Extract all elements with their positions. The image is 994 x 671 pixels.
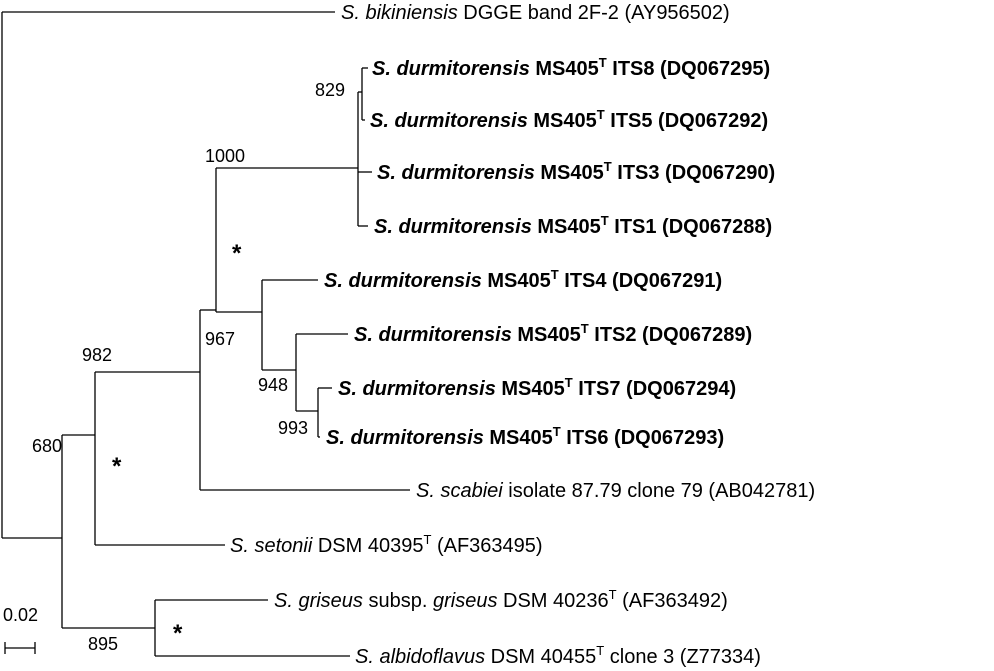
bootstrap-1000: 1000 (205, 146, 245, 166)
taxon-label-its3: S. durmitorensis MS405T ITS3 (DQ067290) (377, 159, 775, 184)
taxon-label-setonii: S. setonii DSM 40395T (AF363495) (230, 532, 543, 557)
taxon-label-its7: S. durmitorensis MS405T ITS7 (DQ067294) (338, 375, 736, 400)
bootstrap-982: 982 (82, 345, 112, 365)
taxon-label-its8: S. durmitorensis MS405T ITS8 (DQ067295) (372, 55, 770, 80)
bootstrap-895: 895 (88, 634, 118, 654)
taxon-label-griseus: S. griseus subsp. griseus DSM 40236T (AF… (274, 587, 728, 612)
taxon-label-scabiei: S. scabiei isolate 87.79 clone 79 (AB042… (416, 480, 815, 502)
asterisk-star-node: * (232, 240, 242, 267)
tree-branches (1, 11, 410, 657)
scale-bar-label: 0.02 (3, 605, 38, 625)
asterisk-982-node: * (112, 453, 122, 480)
bootstrap-967: 967 (205, 329, 235, 349)
taxon-label-albidoflavus: S. albidoflavus DSM 40455T clone 3 (Z773… (355, 643, 761, 668)
bootstrap-993: 993 (278, 418, 308, 438)
taxon-label-its1: S. durmitorensis MS405T ITS1 (DQ067288) (374, 213, 772, 238)
taxon-label-its6: S. durmitorensis MS405T ITS6 (DQ067293) (326, 424, 724, 449)
scale-bar: 0.02 (3, 605, 38, 654)
bootstrap-values: 829 1000 967 948 993 982 680 895 (32, 80, 345, 654)
taxon-label-bikiniensis: S. bikiniensis DGGE band 2F-2 (AY956502) (341, 2, 730, 24)
bootstrap-829: 829 (315, 80, 345, 100)
asterisk-895-node: * (173, 620, 183, 647)
bootstrap-948: 948 (258, 375, 288, 395)
bootstrap-680: 680 (32, 436, 62, 456)
taxon-labels: S. bikiniensis DGGE band 2F-2 (AY956502)… (230, 2, 815, 668)
taxon-label-its5: S. durmitorensis MS405T ITS5 (DQ067292) (370, 107, 768, 132)
asterisk-markers: * * * (112, 240, 242, 647)
taxon-label-its2: S. durmitorensis MS405T ITS2 (DQ067289) (354, 321, 752, 346)
taxon-label-its4: S. durmitorensis MS405T ITS4 (DQ067291) (324, 267, 722, 292)
